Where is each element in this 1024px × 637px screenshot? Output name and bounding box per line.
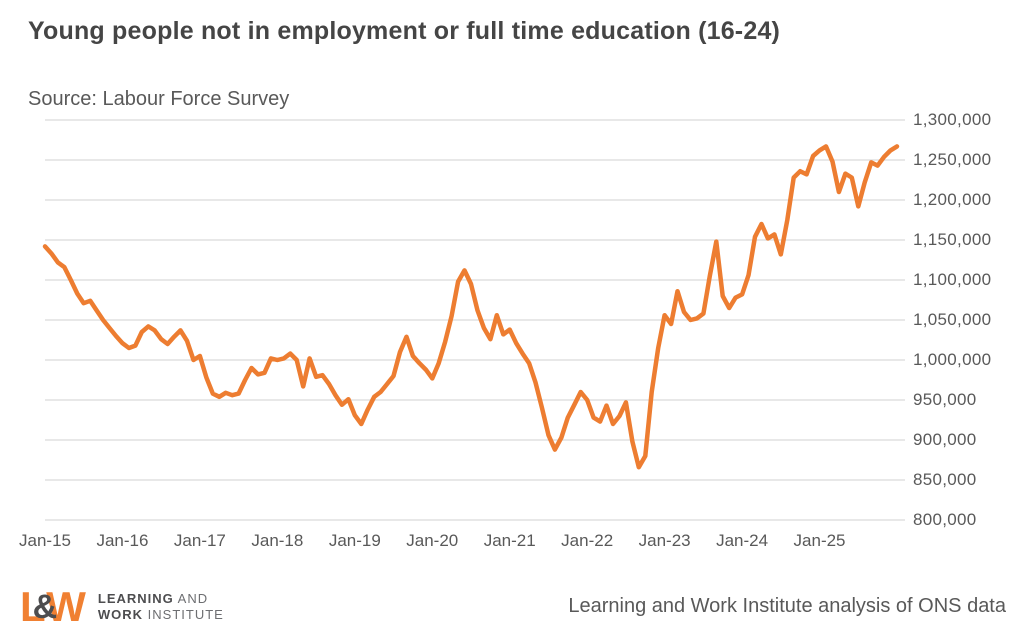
plot-area bbox=[42, 119, 905, 521]
y-axis-tick-label: 800,000 bbox=[913, 510, 977, 529]
logo-letter-l: L bbox=[20, 583, 46, 630]
y-axis-tick-label: 1,050,000 bbox=[913, 310, 992, 329]
x-axis-tick-label: Jan-18 bbox=[251, 531, 304, 550]
lw-logo-mark: L & W bbox=[20, 583, 86, 630]
x-axis-tick-label: Jan-21 bbox=[483, 531, 536, 550]
y-axis-tick-label: 1,100,000 bbox=[913, 270, 992, 289]
x-axis-tick-label: Jan-17 bbox=[173, 531, 226, 550]
logo-line-1: LEARNING AND bbox=[97, 591, 209, 606]
x-axis-tick-label: Jan-22 bbox=[561, 531, 614, 550]
x-axis-tick-label: Jan-24 bbox=[716, 531, 769, 550]
chart-source-label: Source: Labour Force Survey bbox=[28, 88, 290, 110]
y-axis-tick-label: 1,150,000 bbox=[913, 230, 992, 249]
x-axis-tick-label: Jan-23 bbox=[638, 531, 691, 550]
y-axis-tick-label: 850,000 bbox=[913, 470, 977, 489]
logo-letter-w: W bbox=[46, 583, 86, 630]
logo-ampersand: & bbox=[32, 588, 58, 626]
y-axis-tick-label: 900,000 bbox=[913, 430, 977, 449]
attribution-text: Learning and Work Institute analysis of … bbox=[568, 595, 1006, 617]
x-axis-tick-label: Jan-16 bbox=[96, 531, 149, 550]
x-axis-tick-label: Jan-19 bbox=[328, 531, 381, 550]
y-axis-tick-label: 950,000 bbox=[913, 390, 977, 409]
x-axis-tick-label: Jan-20 bbox=[406, 531, 459, 550]
x-axis-tick-label: Jan-25 bbox=[793, 531, 846, 550]
line-chart-svg bbox=[42, 119, 905, 521]
logo-line-2: WORK INSTITUTE bbox=[97, 607, 224, 622]
y-axis-tick-label: 1,250,000 bbox=[913, 150, 992, 169]
logo-wordmark: LEARNING AND WORK INSTITUTE bbox=[98, 591, 224, 623]
chart-title: Young people not in employment or full t… bbox=[28, 17, 781, 45]
y-axis-tick-label: 1,200,000 bbox=[913, 190, 992, 209]
learning-and-work-institute-logo: L & W LEARNING AND WORK INSTITUTE bbox=[20, 583, 224, 630]
footer: L & W LEARNING AND WORK INSTITUTE Learni… bbox=[0, 585, 1024, 637]
y-axis-tick-label: 1,000,000 bbox=[913, 350, 992, 369]
neet-trend-line bbox=[42, 144, 900, 470]
y-axis-tick-label: 1,300,000 bbox=[913, 110, 992, 129]
x-axis-tick-label: Jan-15 bbox=[19, 531, 71, 550]
